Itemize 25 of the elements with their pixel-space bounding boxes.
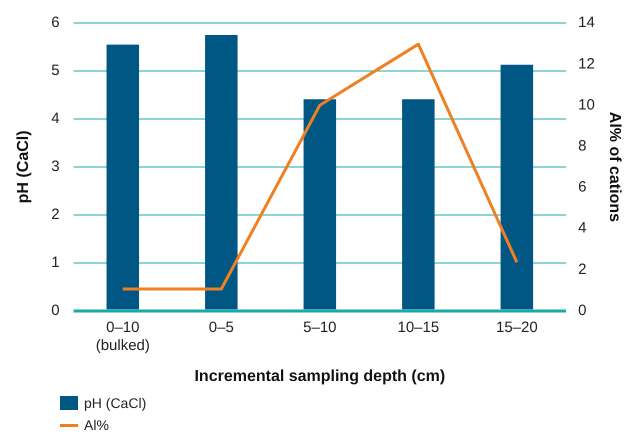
y2-tick-label: 6 [578, 178, 586, 196]
y-tick-label: 3 [51, 158, 60, 176]
x-axis-title: Incremental sampling depth (cm) [194, 368, 446, 385]
y2-tick-label: 10 [578, 96, 595, 114]
x-tick-label: 0–10 (bulked) [96, 318, 150, 354]
y-tick-label: 5 [51, 62, 60, 80]
y2-tick-label: 14 [578, 14, 595, 32]
y-tick-label: 1 [51, 254, 60, 271]
y2-tick-label: 0 [578, 302, 586, 319]
y-tick-label: 2 [51, 206, 60, 224]
legend-label: Al% [84, 417, 109, 433]
y2-tick-label: 12 [578, 55, 595, 72]
y-tick-label: 4 [51, 110, 60, 128]
y-tick-label: 6 [51, 14, 60, 32]
legend-label: pH (CaCl) [84, 395, 146, 411]
y2-tick-label: 4 [578, 220, 586, 237]
x-tick-label: 10–15 [397, 318, 440, 336]
y2-tick-label: 8 [578, 137, 586, 154]
y2-tick-label: 2 [578, 260, 586, 278]
x-tick-label: 15–20 [496, 318, 538, 336]
y-tick-label: 0 [51, 302, 60, 319]
y-axis-title: pH (CaCl) [15, 130, 32, 204]
x-tick-label: 5–10 [303, 318, 337, 336]
x-tick-label: 0–5 [208, 318, 234, 336]
y2-axis-title: Al% of cations [606, 112, 623, 222]
